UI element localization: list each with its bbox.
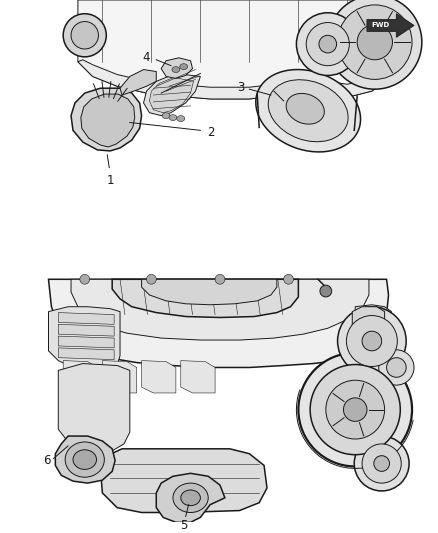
Polygon shape — [156, 473, 225, 522]
Ellipse shape — [338, 306, 406, 375]
Polygon shape — [78, 60, 396, 99]
Polygon shape — [49, 306, 120, 372]
Ellipse shape — [338, 5, 412, 79]
Polygon shape — [102, 361, 137, 393]
Polygon shape — [58, 336, 114, 348]
Ellipse shape — [328, 0, 422, 89]
Ellipse shape — [215, 274, 225, 284]
Polygon shape — [71, 88, 141, 151]
Ellipse shape — [310, 365, 400, 455]
Ellipse shape — [297, 13, 359, 76]
Ellipse shape — [73, 450, 96, 470]
Polygon shape — [141, 279, 277, 305]
Polygon shape — [355, 305, 392, 367]
Ellipse shape — [172, 67, 180, 72]
Polygon shape — [161, 58, 193, 78]
Polygon shape — [120, 70, 156, 95]
Ellipse shape — [374, 456, 389, 471]
Polygon shape — [78, 0, 396, 99]
Ellipse shape — [286, 93, 324, 124]
Ellipse shape — [162, 112, 170, 118]
Polygon shape — [63, 361, 98, 393]
Text: FWD: FWD — [371, 22, 390, 28]
Text: 1: 1 — [106, 174, 114, 188]
Ellipse shape — [65, 442, 104, 477]
Text: 3: 3 — [237, 80, 244, 94]
Ellipse shape — [173, 483, 208, 513]
Ellipse shape — [379, 350, 414, 385]
Polygon shape — [81, 94, 135, 147]
Ellipse shape — [319, 35, 336, 53]
Text: 5: 5 — [180, 519, 187, 532]
Text: 2: 2 — [207, 126, 215, 139]
Ellipse shape — [320, 285, 332, 297]
Ellipse shape — [346, 316, 397, 367]
Text: 6: 6 — [43, 454, 50, 467]
Ellipse shape — [80, 274, 90, 284]
Ellipse shape — [306, 22, 350, 66]
Polygon shape — [181, 361, 215, 393]
Polygon shape — [55, 436, 115, 483]
Polygon shape — [100, 449, 267, 513]
Polygon shape — [352, 306, 385, 336]
Ellipse shape — [146, 274, 156, 284]
Ellipse shape — [63, 14, 106, 57]
Ellipse shape — [387, 358, 406, 377]
Polygon shape — [58, 312, 114, 325]
Polygon shape — [58, 325, 114, 336]
Polygon shape — [58, 364, 130, 452]
Ellipse shape — [169, 115, 177, 120]
Ellipse shape — [326, 380, 385, 439]
Polygon shape — [71, 279, 369, 340]
Polygon shape — [141, 361, 176, 393]
Polygon shape — [58, 348, 114, 360]
Ellipse shape — [71, 21, 99, 49]
Ellipse shape — [256, 69, 360, 152]
Ellipse shape — [180, 64, 187, 70]
Ellipse shape — [362, 331, 381, 351]
Ellipse shape — [362, 444, 401, 483]
Polygon shape — [112, 279, 298, 318]
Polygon shape — [149, 77, 194, 112]
Ellipse shape — [181, 490, 200, 506]
Ellipse shape — [354, 436, 409, 491]
Ellipse shape — [298, 353, 412, 466]
Ellipse shape — [343, 398, 367, 422]
Text: 4: 4 — [142, 51, 149, 64]
Polygon shape — [144, 74, 200, 116]
Ellipse shape — [268, 80, 348, 142]
Polygon shape — [367, 14, 414, 37]
Ellipse shape — [177, 116, 185, 122]
Ellipse shape — [357, 25, 392, 60]
Ellipse shape — [284, 274, 293, 284]
Polygon shape — [49, 279, 389, 367]
